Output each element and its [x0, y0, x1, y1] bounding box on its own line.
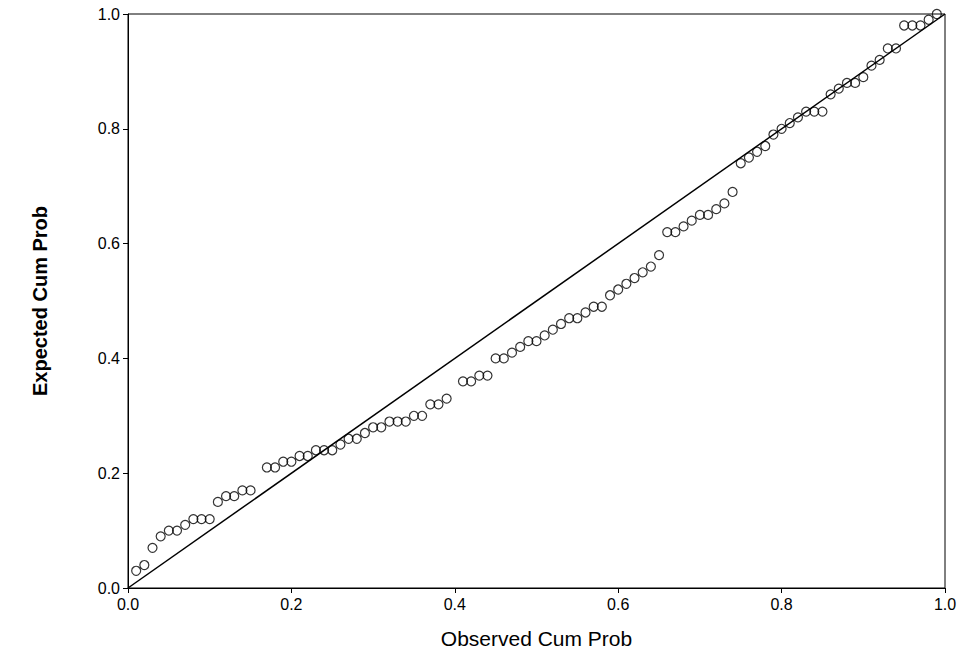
- svg-text:0.8: 0.8: [98, 120, 120, 137]
- svg-text:1.0: 1.0: [98, 6, 120, 23]
- svg-text:1.0: 1.0: [934, 596, 956, 613]
- svg-text:0.6: 0.6: [607, 596, 629, 613]
- svg-text:0.4: 0.4: [98, 350, 120, 367]
- svg-text:Expected Cum Prob: Expected Cum Prob: [29, 206, 51, 396]
- svg-text:0.6: 0.6: [98, 235, 120, 252]
- svg-text:Observed Cum Prob: Observed Cum Prob: [441, 627, 632, 650]
- svg-text:0.0: 0.0: [117, 596, 139, 613]
- svg-text:0.2: 0.2: [98, 465, 120, 482]
- svg-text:0.8: 0.8: [770, 596, 792, 613]
- svg-text:0.2: 0.2: [280, 596, 302, 613]
- svg-text:0.4: 0.4: [444, 596, 466, 613]
- svg-text:0.0: 0.0: [98, 580, 120, 597]
